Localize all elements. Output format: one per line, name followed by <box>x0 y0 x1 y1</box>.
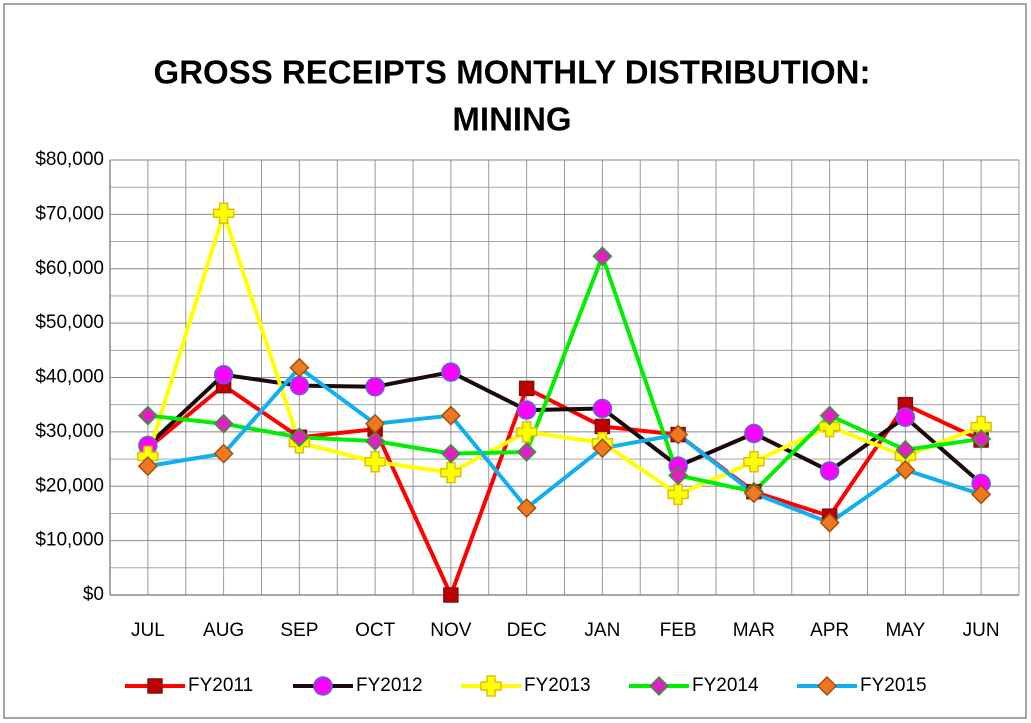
data-point <box>592 438 613 459</box>
y-tick-label: $20,000 <box>35 475 104 496</box>
y-tick-label: $70,000 <box>35 203 104 224</box>
data-point <box>440 461 462 484</box>
data-point <box>365 376 385 397</box>
x-tick-label: JAN <box>584 620 620 641</box>
chart-title: GROSS RECEIPTS MONTHLY DISTRIBUTION: <box>154 54 871 91</box>
x-tick-label: DEC <box>507 620 547 641</box>
x-tick-label: NOV <box>430 620 472 641</box>
y-tick-label: $30,000 <box>35 421 104 442</box>
x-tick-label: AUG <box>203 620 244 641</box>
legend-label: FY2011 <box>188 675 253 696</box>
data-point <box>364 451 386 473</box>
data-point <box>895 459 916 480</box>
data-point <box>971 428 992 450</box>
x-tick-label: APR <box>810 620 849 641</box>
legend-marker <box>648 675 670 697</box>
data-point <box>668 465 689 486</box>
data-point <box>592 246 613 267</box>
data-point <box>743 451 765 473</box>
data-point <box>443 587 459 603</box>
legend-marker <box>147 678 163 694</box>
y-tick-label: $0 <box>83 584 104 605</box>
x-tick-label: FEB <box>660 620 697 641</box>
x-tick-label: JUN <box>963 620 1000 641</box>
data-point <box>518 380 535 397</box>
y-tick-label: $40,000 <box>35 367 104 388</box>
legend-marker <box>313 676 333 696</box>
data-point <box>289 427 310 448</box>
legend-label: FY2014 <box>692 675 759 696</box>
data-point <box>592 398 613 419</box>
data-point <box>212 202 235 225</box>
data-point <box>137 456 158 477</box>
legend-label: FY2012 <box>356 675 423 696</box>
y-tick-label: $10,000 <box>35 530 104 551</box>
data-point <box>440 443 461 464</box>
y-tick-label: $80,000 <box>35 149 104 170</box>
y-tick-label: $50,000 <box>35 312 104 333</box>
series-line <box>147 365 982 525</box>
data-point <box>895 407 916 427</box>
data-point <box>819 461 840 481</box>
data-point <box>365 431 386 452</box>
data-point <box>365 413 386 434</box>
data-point <box>516 441 537 463</box>
series-line <box>145 211 982 497</box>
legend-marker <box>816 675 838 697</box>
data-point <box>744 423 764 444</box>
data-point <box>516 497 537 519</box>
data-point <box>818 415 841 438</box>
data-point <box>441 362 461 382</box>
data-point <box>594 418 611 435</box>
y-tick-label: $60,000 <box>35 258 104 279</box>
data-point <box>819 405 840 426</box>
data-point <box>515 421 538 443</box>
data-point <box>819 512 840 533</box>
chart-title: MINING <box>452 101 571 138</box>
legend-label: FY2013 <box>524 675 591 696</box>
data-point <box>668 424 689 445</box>
x-tick-label: OCT <box>355 620 396 641</box>
data-point <box>213 365 234 385</box>
data-point <box>743 483 764 504</box>
x-tick-label: MAR <box>733 620 775 641</box>
series-line <box>147 254 982 494</box>
legend-marker <box>480 675 502 697</box>
x-tick-label: JUL <box>131 620 165 641</box>
data-point <box>289 375 310 396</box>
data-point <box>289 357 310 378</box>
data-point <box>137 405 158 426</box>
legend-label: FY2015 <box>860 675 927 696</box>
data-point <box>667 483 689 506</box>
chart-border <box>3 3 1027 719</box>
x-tick-label: MAY <box>885 620 925 641</box>
data-point <box>213 443 234 464</box>
data-point <box>971 484 992 505</box>
data-point <box>213 413 234 434</box>
x-tick-label: SEP <box>280 620 318 641</box>
data-point <box>895 439 916 460</box>
data-point <box>516 400 537 420</box>
data-point <box>440 405 461 426</box>
